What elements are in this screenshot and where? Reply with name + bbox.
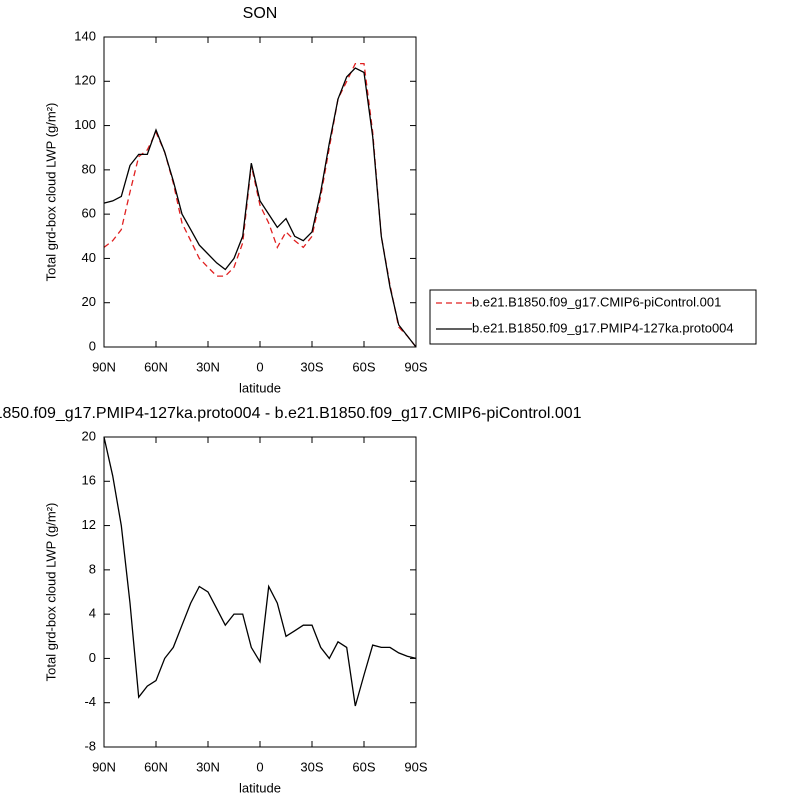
y-tick-label: -4	[84, 694, 96, 709]
data-line	[103, 436, 417, 707]
data-line	[103, 67, 417, 348]
x-axis-title: latitude	[239, 780, 281, 795]
y-tick-label: 20	[82, 428, 96, 443]
x-tick-label: 60N	[144, 359, 168, 374]
y-tick-label: 140	[74, 28, 96, 43]
x-tick-label: 0	[256, 759, 263, 774]
y-tick-label: 12	[82, 517, 96, 532]
x-tick-label: 30S	[300, 759, 323, 774]
y-tick-label: 60	[82, 206, 96, 221]
y-tick-label: 0	[89, 338, 96, 353]
y-tick-label: 4	[89, 606, 96, 621]
x-tick-label: 90S	[404, 759, 427, 774]
y-tick-label: -8	[84, 738, 96, 753]
y-tick-label: 80	[82, 161, 96, 176]
x-tick-label: 90N	[92, 759, 116, 774]
x-tick-label: 60S	[352, 359, 375, 374]
y-tick-label: 20	[82, 294, 96, 309]
x-tick-label: 90S	[404, 359, 427, 374]
x-tick-label: 60N	[144, 759, 168, 774]
y-tick-label: 8	[89, 561, 96, 576]
legend-label: b.e21.B1850.f09_g17.CMIP6-piControl.001	[472, 294, 721, 309]
legend-label: b.e21.B1850.f09_g17.PMIP4-127ka.proto004	[472, 320, 734, 335]
x-tick-label: 30N	[196, 759, 220, 774]
x-tick-label: 90N	[92, 359, 116, 374]
x-tick-label: 0	[256, 359, 263, 374]
y-tick-label: 0	[89, 650, 96, 665]
plot-frame	[103, 36, 417, 348]
chart-title: SON	[243, 5, 278, 22]
y-tick-label: 16	[82, 473, 96, 488]
y-axis-title: Total grd-box cloud LWP (g/m²)	[43, 503, 58, 682]
y-axis-title: Total grd-box cloud LWP (g/m²)	[43, 103, 58, 282]
plot-frame	[103, 436, 417, 748]
legend-box	[429, 289, 757, 345]
y-tick-label: 100	[74, 117, 96, 132]
y-tick-label: 40	[82, 250, 96, 265]
data-line	[103, 62, 417, 348]
chart-title: b.e21.B1850.f09_g17.PMIP4-127ka.proto004…	[0, 405, 582, 422]
x-tick-label: 60S	[352, 759, 375, 774]
x-axis-title: latitude	[239, 380, 281, 395]
x-tick-label: 30S	[300, 359, 323, 374]
y-tick-label: 120	[74, 73, 96, 88]
x-tick-label: 30N	[196, 359, 220, 374]
